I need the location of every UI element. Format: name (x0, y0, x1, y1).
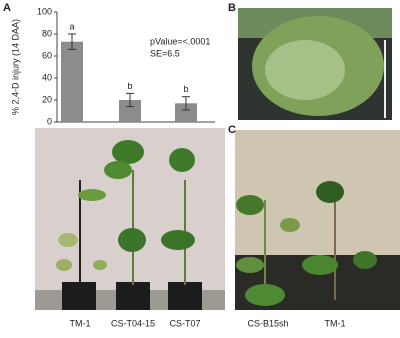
panel-label: A (3, 2, 11, 14)
annotation: SE=6.5 (150, 48, 180, 58)
y-tick-label: 0 (47, 116, 52, 126)
panel-label: B (228, 2, 236, 14)
y-tick-label: 60 (42, 50, 52, 60)
photo-label: TM-1 (325, 318, 346, 328)
photo-c (235, 130, 400, 310)
photo-b (238, 8, 392, 120)
panel-label: C (228, 124, 236, 136)
bar (175, 103, 197, 122)
category-label: TM-1 (70, 318, 91, 328)
y-tick-label: 20 (42, 94, 52, 104)
y-tick-label: 40 (42, 72, 52, 82)
photo-label: CS-B15sh (247, 318, 288, 328)
category-label: CS-T07 (169, 318, 200, 328)
y-tick-label: 100 (37, 6, 52, 16)
photo-a (35, 128, 225, 310)
significance-letter: b (127, 81, 132, 91)
bar (61, 41, 83, 123)
significance-letter: a (69, 21, 74, 31)
annotation: pValue=<.0001 (150, 36, 210, 46)
bar (119, 100, 141, 122)
y-axis-label: % 2,4-D injury (14 DAA) (10, 19, 20, 115)
category-label: CS-T04-15 (111, 318, 155, 328)
significance-letter: b (183, 84, 188, 94)
y-tick-label: 80 (42, 28, 52, 38)
